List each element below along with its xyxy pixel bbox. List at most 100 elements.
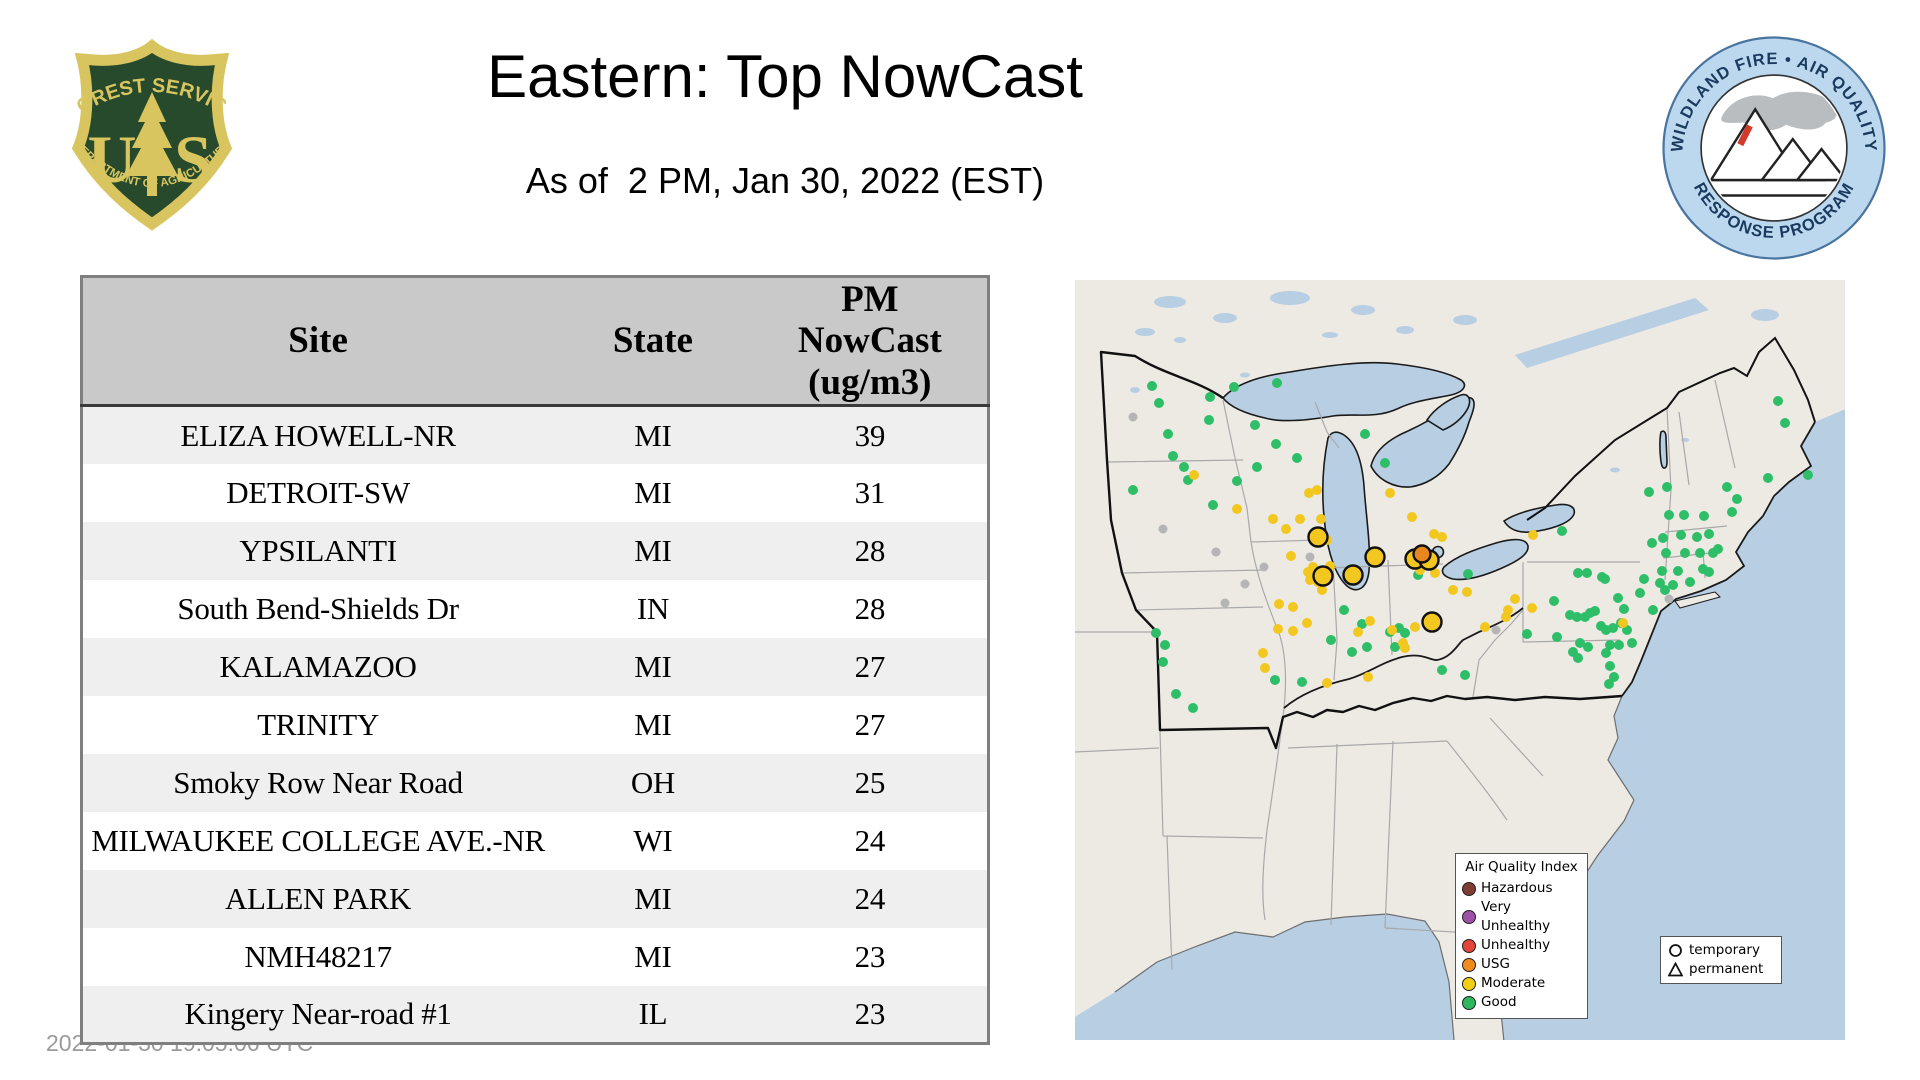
table-cell: South Bend-Shields Dr xyxy=(177,590,459,626)
table-row: Smoky Row Near Road OH 25 xyxy=(81,753,989,812)
table-cell: DETROIT-SW xyxy=(226,474,410,510)
monitor-dot xyxy=(1437,532,1447,542)
monitor-dot xyxy=(1360,429,1370,439)
monitor-dot xyxy=(1326,635,1336,645)
table-cell: 39 xyxy=(854,417,886,453)
aqi-legend-items: Hazardous Very Unhealthy Unhealthy USG Moder… xyxy=(1462,879,1581,1012)
table-row: ALLEN PARK MI 24 xyxy=(81,869,989,928)
monitor-dot xyxy=(1339,605,1349,615)
monitor-dot xyxy=(1410,622,1420,632)
long-island xyxy=(1674,591,1721,609)
monitor-dot xyxy=(1460,670,1470,680)
table-cell: ALLEN PARK xyxy=(224,880,412,916)
table-cell: YPSILANTI xyxy=(239,532,397,568)
aqi-legend-label: Hazardous xyxy=(1481,880,1553,896)
table-cell: ELIZA HOWELL-NR xyxy=(180,417,456,453)
monitor-dot xyxy=(1575,638,1585,648)
monitor-dot xyxy=(1704,567,1714,577)
monitor-dot xyxy=(1220,598,1230,608)
aqi-legend-title: Air Quality Index xyxy=(1465,859,1578,875)
pm-header-line2: NowCast xyxy=(797,320,942,362)
column-header-state: State xyxy=(553,276,753,408)
table-cell: 31 xyxy=(854,474,886,510)
monitor-dot xyxy=(1272,378,1282,388)
monitor-dot xyxy=(1400,628,1410,638)
monitor-dot xyxy=(1365,616,1375,626)
monitor-dot xyxy=(1204,415,1214,425)
monitor-dot xyxy=(1583,642,1593,652)
monitor-dot xyxy=(1252,462,1262,472)
table-header-row: Site State PM NowCast (ug/m3) xyxy=(81,276,989,408)
table-cell: KALAMAZOO xyxy=(219,648,417,684)
monitor-dot xyxy=(1288,602,1298,612)
monitor-dot xyxy=(1387,625,1397,635)
marker-legend-label: temporary xyxy=(1689,942,1760,958)
aqi-color-swatch xyxy=(1462,976,1476,991)
table-cell: MI xyxy=(634,648,672,684)
monitor-dot xyxy=(1163,429,1173,439)
monitor-dot xyxy=(1609,672,1619,682)
monitor-dot xyxy=(1491,625,1501,635)
monitor-dot xyxy=(1316,514,1326,524)
monitor-dot xyxy=(1347,647,1357,657)
monitor-dot xyxy=(1639,574,1649,584)
monitor-dot xyxy=(1322,678,1332,688)
wfaqrp-logo-icon: WILDLAND FIRE • AIR QUALITY RESPONSE PRO… xyxy=(1662,36,1886,260)
table-cell: MI xyxy=(634,474,672,510)
aqi-legend-label: Unhealthy xyxy=(1481,937,1551,953)
monitor-dot xyxy=(1151,628,1161,638)
table-cell: 27 xyxy=(854,648,886,684)
aqi-color-swatch xyxy=(1462,910,1476,924)
table-row: Kingery Near-road #1 IL 23 xyxy=(81,985,989,1044)
monitor-dot xyxy=(1270,675,1280,685)
monitor-dot xyxy=(1363,672,1373,682)
table-row: KALAMAZOO MI 27 xyxy=(81,637,989,696)
aqi-legend-label: Very Unhealthy xyxy=(1481,899,1551,934)
monitor-dot xyxy=(1704,529,1714,539)
monitor-dot xyxy=(1463,569,1473,579)
table-cell: Smoky Row Near Road xyxy=(173,764,463,800)
monitor-dot xyxy=(1128,412,1138,422)
temporary-monitor-dot xyxy=(1312,565,1334,587)
monitor-dot xyxy=(1572,612,1582,622)
monitor-dot xyxy=(1668,580,1678,590)
monitor-dot xyxy=(1780,418,1790,428)
fs-logo-u: U xyxy=(87,121,136,197)
monitor-dot xyxy=(1232,504,1242,514)
monitor-dot xyxy=(1274,599,1284,609)
monitor-dot xyxy=(1664,594,1674,604)
table-row: YPSILANTI MI 28 xyxy=(81,521,989,580)
table-cell: 24 xyxy=(854,822,886,858)
page-title-text: Eastern: Top NowCast xyxy=(487,43,1083,110)
monitor-dot xyxy=(1510,594,1520,604)
monitor-dot xyxy=(1685,577,1695,587)
monitor-dot xyxy=(1773,396,1783,406)
aqi-color-swatch xyxy=(1462,938,1476,953)
forest-service-shield-icon: FOREST SERVICE U S DEPARTMENT OF AGRICUL… xyxy=(45,19,233,231)
monitor-dot xyxy=(1292,453,1302,463)
air-quality-map: Air Quality Index Hazardous Very Unhealth… xyxy=(1075,280,1845,1040)
monitor-dot xyxy=(1692,532,1702,542)
aqi-color-swatch xyxy=(1462,881,1476,896)
great-lakes xyxy=(1221,361,1668,591)
monitor-dot xyxy=(1528,530,1538,540)
monitor-dot xyxy=(1803,470,1813,480)
monitor-dot xyxy=(1205,392,1215,402)
temporary-monitor-dot xyxy=(1342,564,1364,586)
monitor-dot xyxy=(1661,548,1671,558)
table-cell: IN xyxy=(636,590,669,626)
monitor-dot xyxy=(1273,624,1283,634)
table-row: MILWAUKEE COLLEGE AVE.-NR WI 24 xyxy=(81,811,989,870)
table-cell: 23 xyxy=(854,996,886,1032)
monitor-dot xyxy=(1627,638,1637,648)
aqi-legend-item: Very Unhealthy xyxy=(1462,898,1581,936)
monitor-dot xyxy=(1601,648,1611,658)
monitor-dot xyxy=(1380,458,1390,468)
table-cell: MI xyxy=(634,706,672,742)
monitor-dot xyxy=(1317,585,1327,595)
monitor-dot xyxy=(1600,574,1610,584)
monitor-dot xyxy=(1302,618,1312,628)
monitor-dot xyxy=(1657,566,1667,576)
monitor-dot xyxy=(1160,640,1170,650)
marker-legend-item-permanent: permanent xyxy=(1668,960,1774,979)
